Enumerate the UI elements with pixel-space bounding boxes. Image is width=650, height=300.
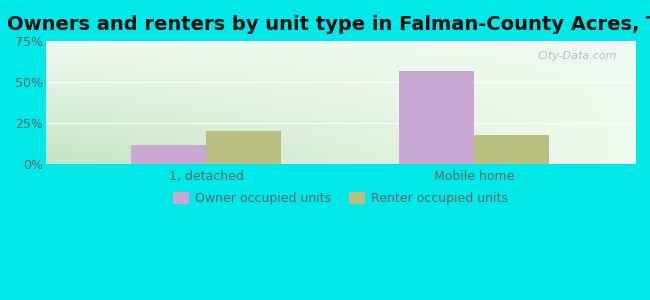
Text: City-Data.com: City-Data.com [538,51,618,61]
Bar [207,131,281,164]
Legend: Owner occupied units, Renter occupied units: Owner occupied units, Renter occupied un… [168,187,512,210]
Title: Owners and renters by unit type in Falman-County Acres, TX: Owners and renters by unit type in Falma… [6,15,650,34]
Bar [131,145,207,164]
Bar [474,135,549,164]
Bar [399,71,474,164]
